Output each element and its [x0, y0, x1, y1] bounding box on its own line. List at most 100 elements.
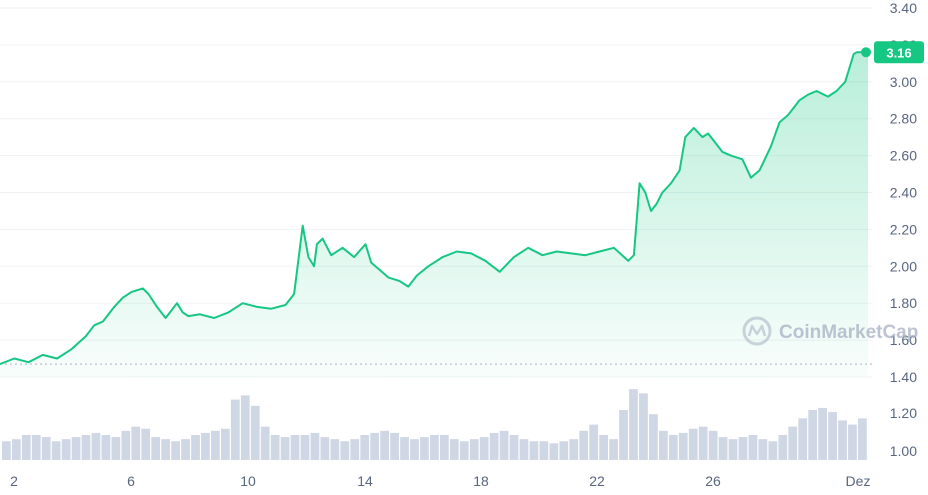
current-price-badge: 3.16	[874, 41, 924, 64]
volume-bar	[519, 439, 529, 460]
volume-bar	[61, 439, 71, 460]
volume-bar	[81, 435, 91, 460]
volume-bar	[350, 439, 360, 460]
volume-bar	[290, 435, 300, 460]
volume-bar	[818, 407, 827, 460]
volume-bar	[658, 430, 668, 460]
volume-bar	[529, 441, 539, 460]
y-tick-label: 2.60	[890, 148, 917, 164]
volume-bar	[758, 439, 768, 460]
x-tick-label: 22	[589, 473, 605, 489]
volume-bar	[449, 439, 459, 460]
volume-bar	[91, 432, 101, 460]
x-tick-label: 14	[357, 473, 373, 489]
volume-bar	[71, 437, 81, 460]
price-area-fill	[0, 52, 868, 378]
volume-bar	[111, 437, 121, 460]
volume-bar	[728, 439, 738, 460]
price-line	[0, 51, 868, 366]
y-tick-label: 2.00	[890, 258, 917, 274]
volume-bar	[828, 412, 837, 460]
y-tick-label: 2.40	[890, 185, 917, 201]
volume-bar	[649, 414, 658, 460]
x-tick-label: 6	[127, 473, 135, 489]
volume-bar	[211, 430, 220, 460]
volume-bar	[340, 441, 350, 460]
volume-bar	[310, 432, 320, 460]
volume-bar	[370, 432, 380, 460]
y-tick-label: 1.80	[890, 295, 917, 311]
volume-bar	[549, 443, 559, 460]
volume-bar	[609, 439, 618, 460]
volume-bar	[838, 420, 847, 460]
volume-bar	[41, 437, 51, 460]
coinmarketcap-logo-icon	[742, 316, 772, 346]
x-axis-ticks: 2 6 10 14 18 22 26 Dez	[10, 473, 870, 489]
volume-bar	[31, 435, 41, 460]
volume-bar	[230, 399, 240, 460]
volume-bar	[788, 426, 798, 460]
current-price-dot	[861, 47, 871, 58]
volume-tick-label: 1.20	[890, 405, 917, 421]
y-tick-label: 1.60	[890, 332, 917, 348]
volume-axis-ticks: 1.20 1.00	[890, 405, 917, 459]
volume-bar	[619, 410, 628, 460]
volume-bar	[191, 435, 200, 460]
volume-bar	[330, 439, 340, 460]
volume-bar	[688, 428, 698, 460]
current-price-label: 3.16	[886, 45, 911, 60]
volume-bar	[151, 437, 161, 460]
volume-bar	[360, 435, 370, 460]
volume-tick-label: 1.00	[890, 443, 917, 459]
x-tick-label: 2	[10, 473, 18, 489]
volume-bar	[131, 426, 141, 460]
volume-bar	[380, 430, 390, 460]
volume-bar	[430, 435, 439, 460]
volume-bar	[778, 435, 788, 460]
volume-bar	[808, 410, 818, 460]
volume-bar	[479, 437, 489, 460]
volume-bar	[11, 439, 21, 460]
y-tick-label: 2.20	[890, 221, 917, 237]
y-tick-label: 2.80	[890, 111, 917, 127]
volume-bar	[768, 441, 778, 460]
volume-bar	[858, 418, 867, 460]
volume-bar	[489, 432, 499, 460]
volume-bar	[141, 428, 151, 460]
x-tick-label: 10	[240, 473, 256, 489]
volume-bars	[2, 389, 867, 460]
x-tick-label: 26	[705, 473, 721, 489]
volume-bar	[201, 432, 210, 460]
volume-bar	[509, 435, 519, 460]
volume-bar	[300, 435, 310, 460]
volume-bar	[559, 441, 569, 460]
watermark: CoinMarketCap	[742, 316, 918, 346]
volume-bar	[280, 437, 290, 460]
volume-bar	[708, 430, 718, 460]
volume-bar	[469, 439, 479, 460]
volume-bar	[599, 435, 608, 460]
volume-bar	[21, 435, 31, 460]
volume-bar	[589, 424, 599, 460]
volume-bar	[260, 426, 270, 460]
volume-bar	[499, 430, 509, 460]
volume-bar	[748, 435, 758, 460]
volume-bar	[678, 432, 688, 460]
volume-bar	[320, 437, 330, 460]
volume-bar	[848, 424, 857, 460]
volume-bar	[639, 393, 648, 460]
volume-bar	[698, 426, 708, 460]
y-tick-label: 3.00	[890, 74, 917, 90]
volume-bar	[400, 437, 409, 460]
volume-bar	[161, 439, 171, 460]
volume-bar	[668, 435, 678, 460]
volume-bar	[718, 437, 728, 460]
volume-bar	[171, 441, 180, 460]
volume-bar	[539, 441, 549, 460]
volume-bar	[579, 430, 589, 460]
y-axis-ticks: 3.403.203.002.802.602.402.202.001.801.60…	[890, 0, 917, 385]
volume-bar	[250, 405, 260, 460]
volume-bar	[410, 439, 419, 460]
y-tick-label: 1.40	[890, 369, 917, 385]
